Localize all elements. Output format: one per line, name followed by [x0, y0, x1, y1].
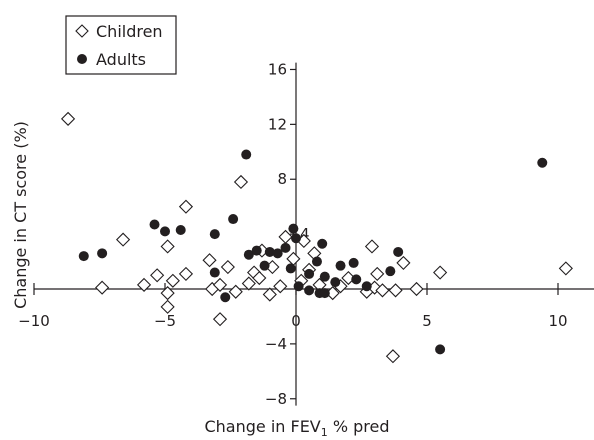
adults-point — [348, 257, 359, 268]
adults-point — [209, 267, 220, 278]
legend-box — [65, 15, 177, 75]
x-tick-label: −5 — [154, 312, 176, 330]
children-point — [60, 111, 76, 126]
adults-point — [209, 229, 220, 240]
children-point — [375, 283, 390, 298]
adults-point — [228, 214, 239, 225]
x-axis-label-suffix: % pred — [328, 417, 390, 436]
adults-point — [285, 263, 296, 274]
children-point — [385, 349, 401, 364]
adults-point — [304, 285, 315, 296]
y-axis-label: Change in CT score (%) — [11, 121, 30, 309]
adults-point — [97, 248, 108, 259]
children-point — [364, 239, 380, 254]
adults-point — [330, 277, 341, 288]
x-axis-label-subscript: 1 — [321, 426, 328, 439]
adults-point — [241, 149, 252, 160]
x-axis-label-main: Change in FEV — [204, 417, 320, 436]
x-axis-label: Change in FEV1 % pred — [204, 417, 389, 439]
y-tick-label: 4 — [300, 225, 310, 243]
adults-point — [160, 226, 170, 237]
children-point — [160, 239, 175, 254]
children-point — [228, 284, 243, 299]
legend-children-diamond-icon — [75, 24, 89, 38]
x-tick-label: 0 — [291, 312, 301, 330]
children-point — [178, 266, 194, 281]
legend-adults-circle-icon — [77, 54, 87, 64]
children-point — [136, 277, 152, 292]
children-point — [262, 287, 277, 302]
adults-point — [291, 233, 301, 244]
y-tick-label: −8 — [265, 390, 287, 408]
adults-point — [149, 219, 160, 230]
children-point — [150, 268, 165, 283]
children-point — [116, 232, 131, 247]
children-point — [341, 270, 356, 286]
adults-point — [288, 223, 299, 234]
adults-point — [175, 225, 186, 236]
adults-point — [251, 245, 262, 256]
adults-point — [78, 251, 89, 262]
children-point — [409, 281, 424, 297]
adults-point — [311, 256, 322, 267]
adults-point — [280, 242, 291, 253]
children-point — [160, 299, 175, 314]
children-point — [286, 251, 301, 266]
children-point — [212, 312, 228, 327]
adults-point — [319, 271, 330, 282]
children-point — [396, 255, 411, 271]
children-point — [278, 229, 293, 244]
children-point — [388, 283, 403, 298]
adults-point — [335, 260, 346, 271]
adults-point — [293, 281, 304, 292]
children-point — [233, 174, 249, 190]
children-point — [160, 286, 175, 301]
adults-point — [361, 281, 372, 292]
adults-point — [317, 238, 328, 249]
legend-children-label: Children — [96, 22, 163, 41]
x-tick-label: −10 — [18, 312, 50, 330]
adults-point — [385, 266, 396, 277]
y-tick-label: 12 — [268, 115, 287, 133]
children-point — [433, 265, 448, 280]
adults-point — [393, 246, 404, 257]
adults-point — [264, 246, 275, 257]
axes: −10 −5 0 5 10 −8 −4 4 8 12 16 — [18, 60, 594, 408]
adults-point — [220, 292, 231, 303]
children-point — [273, 279, 288, 294]
adults-point — [259, 260, 270, 271]
adults-point — [304, 268, 315, 279]
legend: Children Adults — [65, 15, 177, 75]
children-point — [370, 266, 385, 281]
children-point — [252, 270, 267, 286]
children-point — [558, 261, 573, 276]
legend-adults-label: Adults — [96, 50, 146, 69]
adults-point — [351, 274, 362, 285]
children-point — [241, 276, 256, 291]
y-axis-ticks: −8 −4 4 8 12 16 — [265, 60, 310, 407]
y-tick-label: −4 — [265, 335, 287, 353]
data-points — [60, 111, 573, 364]
children-point — [165, 273, 180, 288]
children-point — [220, 259, 235, 275]
adults-point — [319, 288, 330, 299]
y-tick-label: 16 — [268, 60, 287, 78]
adults-point — [435, 344, 446, 355]
adults-point — [243, 249, 254, 260]
y-tick-label: 8 — [277, 170, 287, 188]
children-point — [202, 253, 217, 268]
adults-point — [537, 157, 548, 168]
children-point — [212, 277, 228, 292]
x-tick-label: 5 — [422, 312, 432, 330]
children-point — [95, 280, 110, 295]
children-point — [178, 199, 194, 214]
adults-point — [272, 248, 283, 259]
x-tick-label: 10 — [548, 312, 567, 330]
